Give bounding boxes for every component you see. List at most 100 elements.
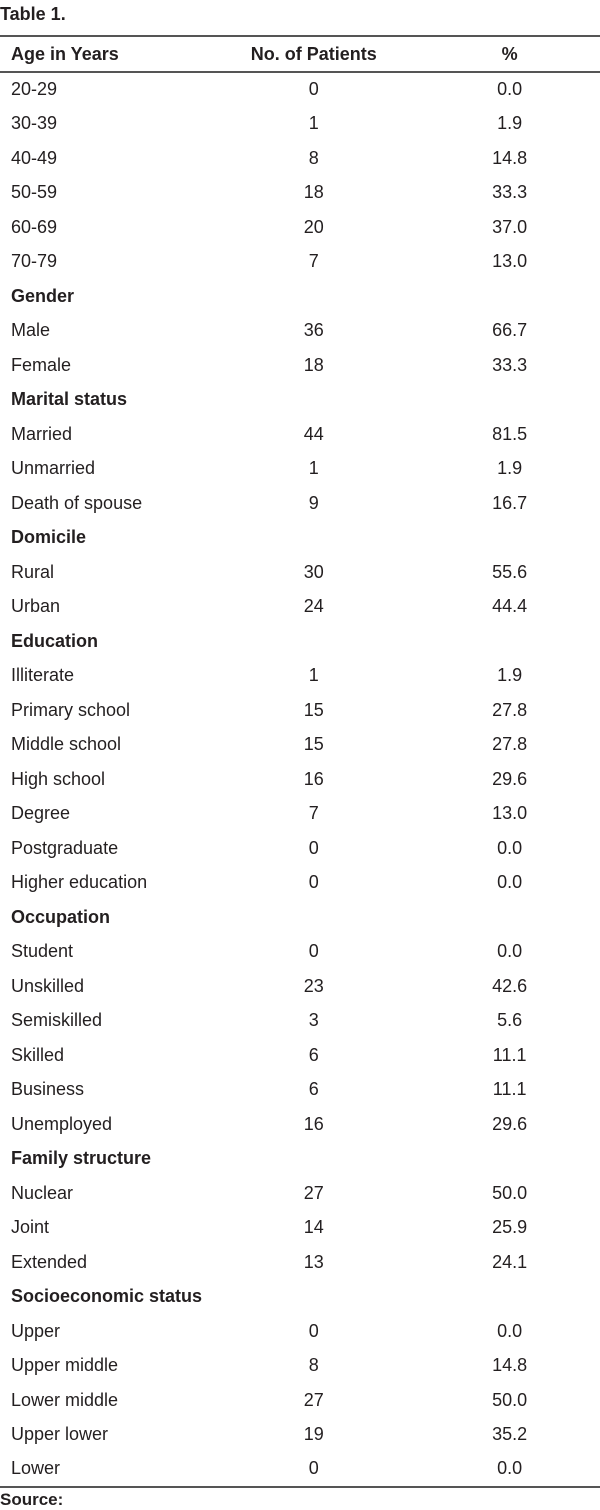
table-row: Degree 7 13.0 <box>0 797 600 832</box>
section-row: Socioeconomic status <box>0 1280 600 1315</box>
row-percent: 0.0 <box>497 941 523 962</box>
section-heading: Gender <box>11 285 75 306</box>
row-label: Lower middle <box>11 1389 119 1410</box>
row-count: 9 <box>308 492 319 513</box>
row-label: Illiterate <box>11 665 75 686</box>
row-percent: 29.6 <box>492 768 528 789</box>
row-count: 6 <box>308 1079 319 1100</box>
row-count: 3 <box>308 1010 319 1031</box>
row-percent: 0.0 <box>497 837 523 858</box>
row-percent: 0.0 <box>497 79 523 100</box>
row-percent: 24.1 <box>492 1251 528 1272</box>
row-label: 30-39 <box>11 113 58 134</box>
row-percent: 16.7 <box>492 492 528 513</box>
row-percent: 11.1 <box>492 1079 527 1100</box>
table-row: Nuclear 27 50.0 <box>0 1176 600 1211</box>
row-count: 15 <box>303 734 324 755</box>
row-label: Unskilled <box>11 975 85 996</box>
header-patients: No. of Patients <box>250 43 377 64</box>
row-percent: 44.4 <box>492 596 528 617</box>
section-heading: Occupation <box>11 906 111 927</box>
table-row: High school 16 29.6 <box>0 762 600 797</box>
row-label: 20-29 <box>11 79 58 100</box>
table-body: 20-29 0 0.0 30-39 1 1.9 40-49 8 14.8 50-59 18 33.3 6… <box>0 72 600 1487</box>
row-label: Primary school <box>11 699 131 720</box>
row-percent: 13.0 <box>492 251 528 272</box>
row-count: 0 <box>308 1320 319 1341</box>
row-label: Semiskilled <box>11 1010 103 1031</box>
row-label: 70-79 <box>11 251 58 272</box>
table-row: Postgraduate 0 0.0 <box>0 831 600 866</box>
table-row: Lower middle 27 50.0 <box>0 1383 600 1418</box>
row-percent: 55.6 <box>492 561 528 582</box>
table-row: Urban 24 44.4 <box>0 590 600 625</box>
table-row: Student 0 0.0 <box>0 935 600 970</box>
row-label: Student <box>11 941 74 962</box>
section-heading: Family structure <box>11 1148 152 1169</box>
row-count: 8 <box>308 147 319 168</box>
table-row: Primary school 15 27.8 <box>0 693 600 728</box>
row-percent: 42.6 <box>492 975 528 996</box>
row-count: 0 <box>308 79 319 100</box>
section-heading: Marital status <box>11 389 128 410</box>
row-percent: 0.0 <box>497 1320 523 1341</box>
source-label: Source: <box>0 1490 64 1509</box>
section-row: Marital status <box>0 383 600 418</box>
row-label: Rural <box>11 561 55 582</box>
row-count: 7 <box>308 251 319 272</box>
table-row: 30-39 1 1.9 <box>0 107 600 142</box>
row-count: 24 <box>303 596 324 617</box>
demographics-table: Age in Years No. of Patients % 20-29 0 0.0… <box>0 35 600 1488</box>
table-row: Married 44 81.5 <box>0 417 600 452</box>
row-count: 36 <box>303 320 324 341</box>
row-label: 40-49 <box>11 147 58 168</box>
row-count: 16 <box>303 768 324 789</box>
row-percent: 27.8 <box>492 699 528 720</box>
row-label: Death of spouse <box>11 492 143 513</box>
row-count: 13 <box>303 1251 324 1272</box>
row-count: 18 <box>303 354 324 375</box>
row-label: Upper <box>11 1320 61 1341</box>
row-percent: 35.2 <box>492 1424 528 1445</box>
table-row: Joint 14 25.9 <box>0 1211 600 1246</box>
row-label: Unemployed <box>11 1113 113 1134</box>
row-label: Female <box>11 354 72 375</box>
row-count: 0 <box>308 1458 319 1479</box>
row-percent: 27.8 <box>492 734 528 755</box>
row-count: 14 <box>303 1217 324 1238</box>
row-count: 27 <box>303 1182 324 1203</box>
table-row: Semiskilled 3 5.6 <box>0 1004 600 1039</box>
row-count: 16 <box>303 1113 324 1134</box>
header-row: Age in Years No. of Patients % <box>0 36 600 72</box>
row-label: Joint <box>11 1217 50 1238</box>
table-row: Upper 0 0.0 <box>0 1314 600 1349</box>
section-row: Gender <box>0 279 600 314</box>
section-row: Domicile <box>0 521 600 556</box>
row-label: 50-59 <box>11 182 58 203</box>
row-percent: 29.6 <box>492 1113 528 1134</box>
row-percent: 13.0 <box>492 803 528 824</box>
section-row: Education <box>0 624 600 659</box>
row-percent: 81.5 <box>492 423 528 444</box>
row-percent: 1.9 <box>497 113 523 134</box>
row-percent: 37.0 <box>492 216 528 237</box>
row-count: 1 <box>308 458 319 479</box>
table-row: 50-59 18 33.3 <box>0 176 600 211</box>
row-count: 44 <box>303 423 324 444</box>
row-count: 30 <box>303 561 324 582</box>
row-count: 6 <box>308 1044 319 1065</box>
table-row: Unmarried 1 1.9 <box>0 452 600 487</box>
table-row: Unemployed 16 29.6 <box>0 1107 600 1142</box>
table-row: Upper middle 8 14.8 <box>0 1349 600 1384</box>
row-count: 23 <box>303 975 324 996</box>
table-row: Extended 13 24.1 <box>0 1245 600 1280</box>
section-row: Occupation <box>0 900 600 935</box>
row-percent: 0.0 <box>497 1458 523 1479</box>
row-percent: 50.0 <box>492 1389 528 1410</box>
table-row: Lower 0 0.0 <box>0 1452 600 1487</box>
row-count: 1 <box>308 113 319 134</box>
row-percent: 25.9 <box>492 1217 528 1238</box>
row-percent: 1.9 <box>497 458 523 479</box>
row-label: Married <box>11 423 73 444</box>
table-row: Business 6 11.1 <box>0 1073 600 1108</box>
